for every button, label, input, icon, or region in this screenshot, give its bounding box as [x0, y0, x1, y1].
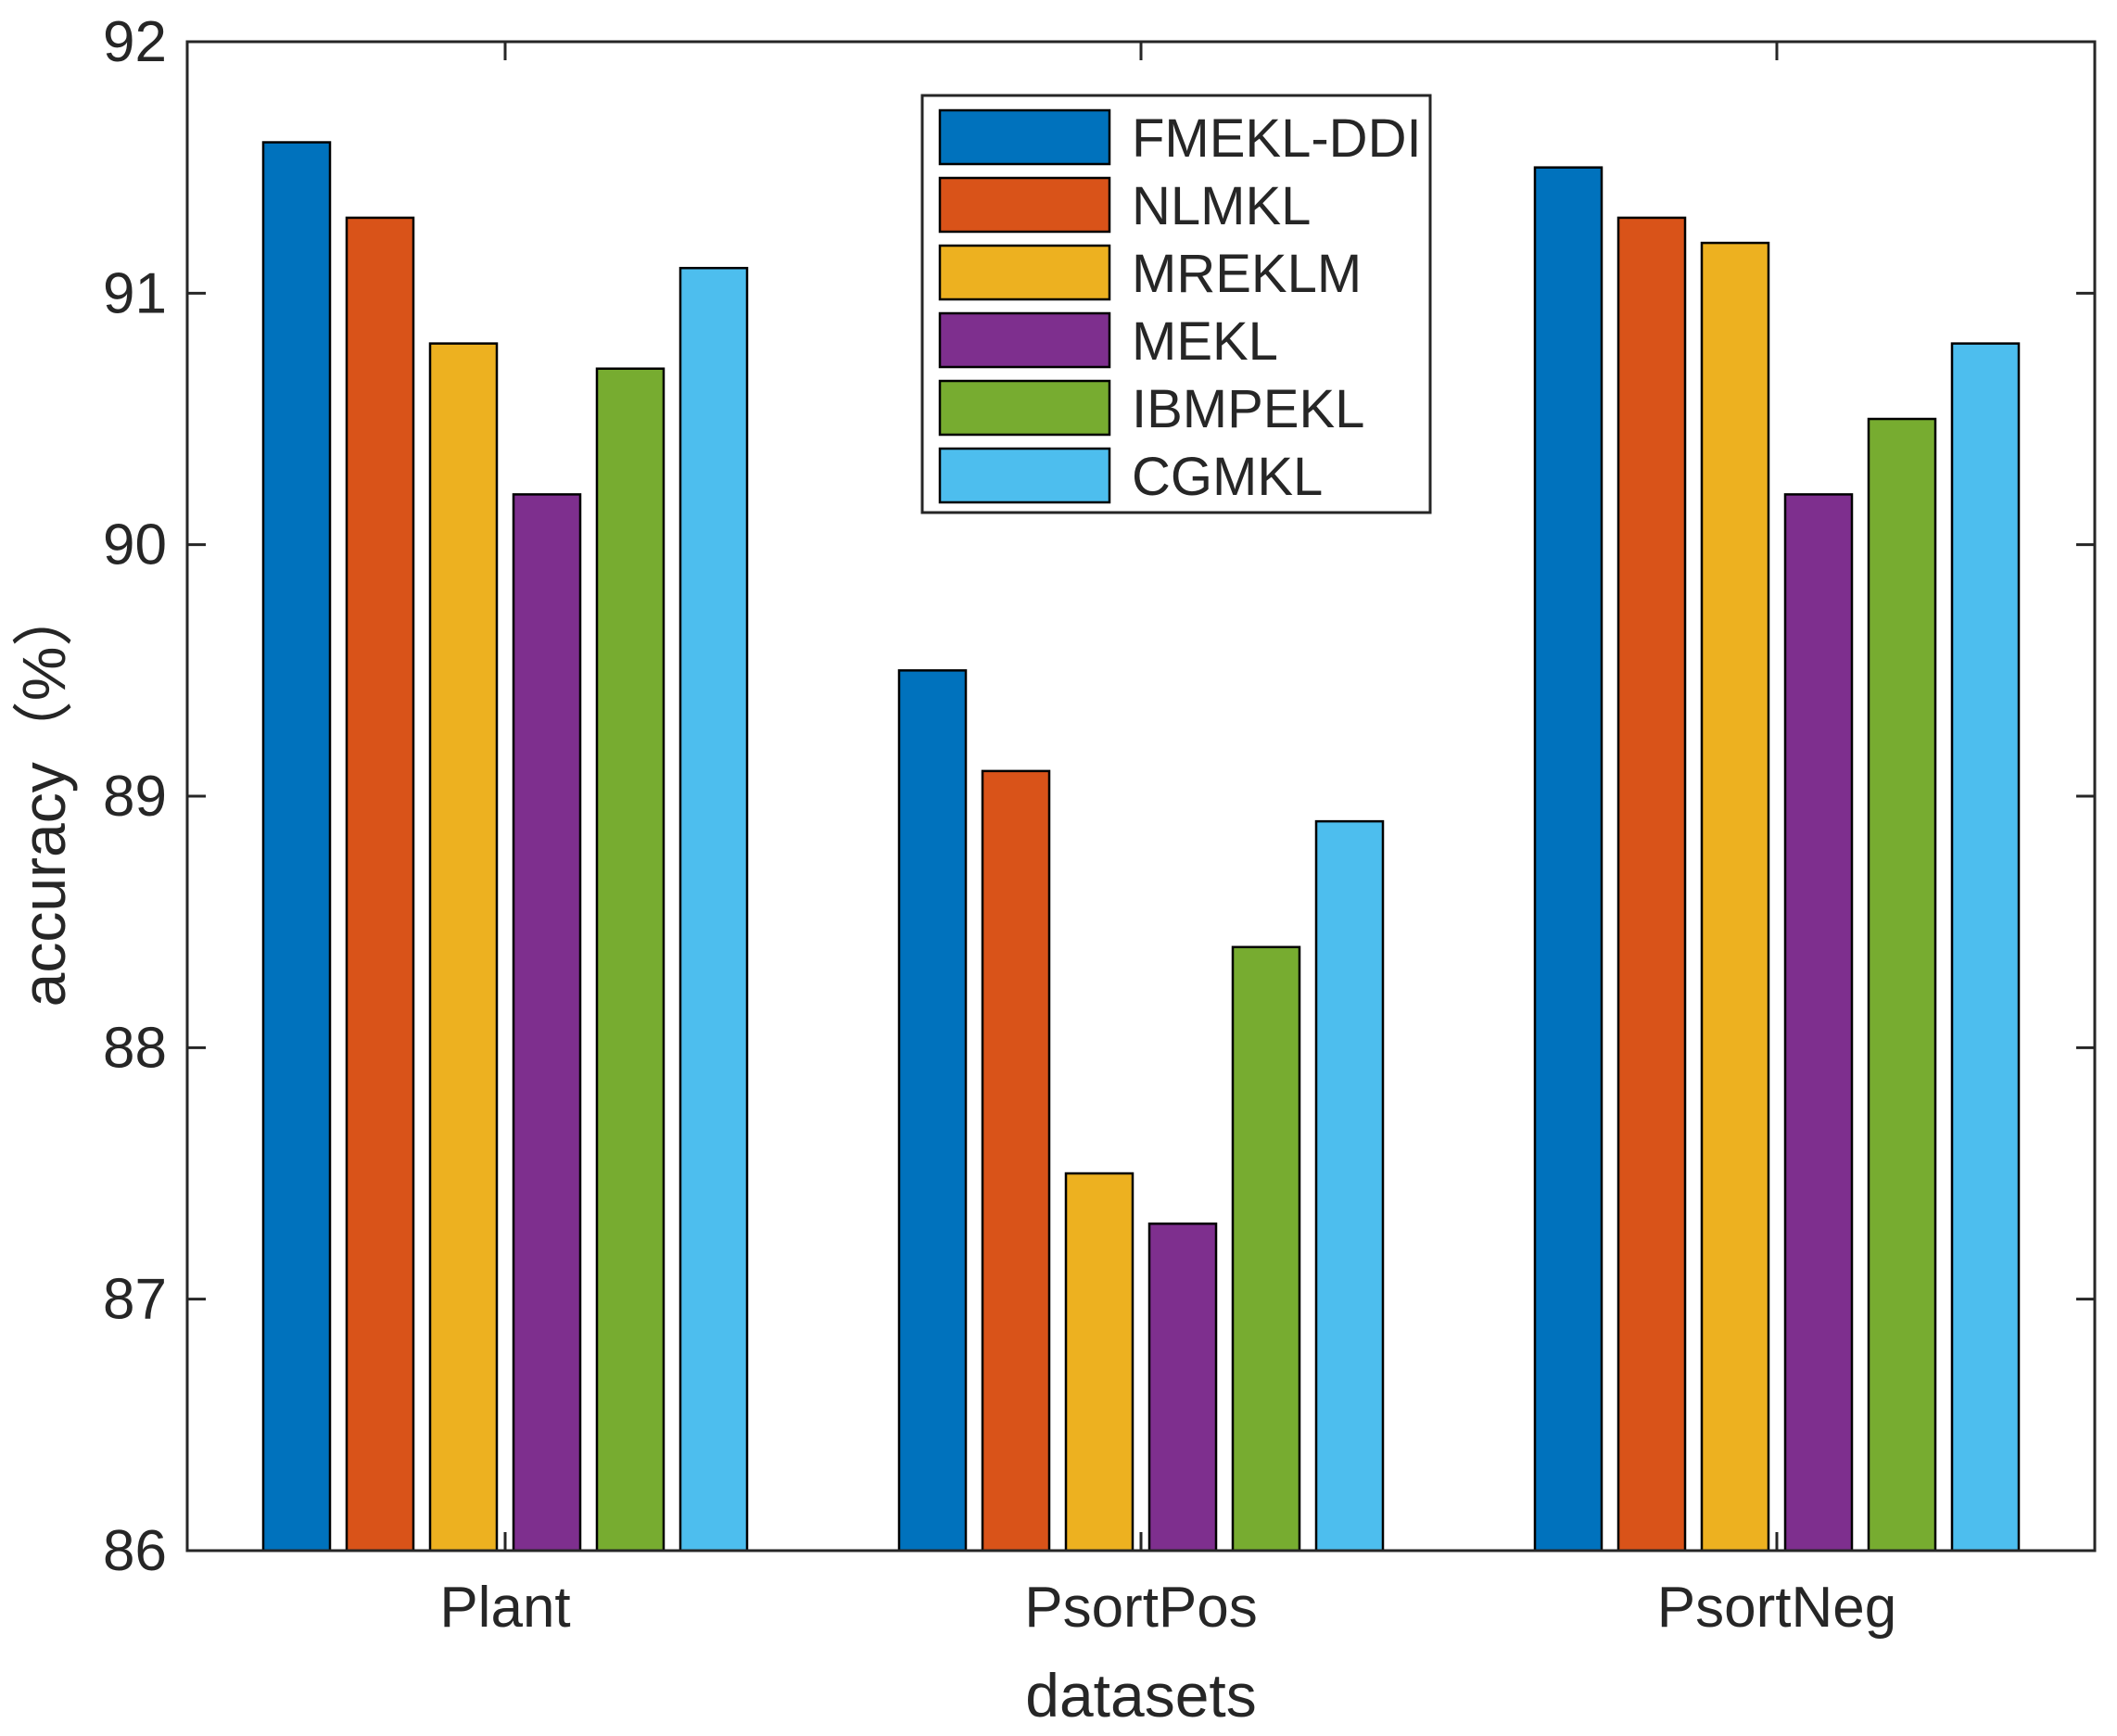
- bar-cgmkl-psortpos: [1314, 819, 1385, 1552]
- bar-ibmpekl-plant: [595, 367, 666, 1552]
- bar-fmekl-ddi-psortneg: [1533, 166, 1604, 1552]
- bar-ibmpekl-psortneg: [1867, 417, 1937, 1552]
- legend-label-ibmpekl: IBMPEKL: [1132, 379, 1364, 439]
- legend-label-cgmkl: CGMKL: [1132, 447, 1323, 507]
- y-tick-label: 90: [103, 513, 167, 577]
- bar-cgmkl-plant: [678, 266, 749, 1552]
- y-tick-label: 86: [103, 1519, 167, 1583]
- bar-ibmpekl-psortpos: [1231, 945, 1301, 1552]
- x-tick-label: PsortNeg: [1657, 1576, 1896, 1640]
- legend-swatch-mekl: [938, 311, 1111, 369]
- y-axis-title: accuracy（%）: [9, 586, 78, 1007]
- y-tick-label: 89: [103, 765, 167, 829]
- legend-label-mekl: MEKL: [1132, 311, 1278, 372]
- y-tick-label: 92: [103, 10, 167, 74]
- legend-label-fmekl-ddi: FMEKL-DDI: [1132, 108, 1422, 169]
- legend-swatch-fmekl-ddi: [938, 108, 1111, 166]
- bar-cgmkl-psortneg: [1950, 342, 2021, 1552]
- bars-group: [261, 141, 2021, 1552]
- bar-fmekl-ddi-psortpos: [897, 669, 968, 1552]
- y-tick-label: 87: [103, 1268, 167, 1332]
- bar-mekl-plant: [512, 493, 582, 1552]
- bar-mekl-psortneg: [1783, 493, 1854, 1552]
- x-tick-labels: Plant PsortPos PsortNeg: [439, 1576, 1896, 1640]
- legend-swatch-ibmpekl: [938, 379, 1111, 437]
- x-axis-title: datasets: [1025, 1661, 1257, 1730]
- bar-mreklm-psortneg: [1700, 241, 1770, 1552]
- y-tick-label: 91: [103, 261, 167, 325]
- x-tick-label: PsortPos: [1024, 1576, 1258, 1640]
- legend: FMEKL-DDI NLMKL MREKLM MEKL IBMPEKL CGMKL: [920, 94, 1432, 514]
- legend-label-mreklm: MREKLM: [1132, 244, 1362, 304]
- bar-nlmkl-plant: [345, 216, 415, 1552]
- legend-swatch-cgmkl: [938, 447, 1111, 504]
- bar-mreklm-plant: [428, 342, 499, 1552]
- legend-label-nlmkl: NLMKL: [1132, 176, 1311, 236]
- bar-fmekl-ddi-plant: [261, 141, 332, 1552]
- y-tick-label: 88: [103, 1016, 167, 1080]
- ticks-group: [187, 40, 2095, 1552]
- bar-nlmkl-psortpos: [981, 769, 1051, 1552]
- bar-nlmkl-psortneg: [1616, 216, 1687, 1552]
- legend-swatch-mreklm: [938, 244, 1111, 301]
- bar-mekl-psortpos: [1147, 1223, 1218, 1552]
- y-tick-labels: 86 87 88 89 90 91 92: [103, 10, 167, 1583]
- bar-mreklm-psortpos: [1064, 1172, 1135, 1552]
- legend-swatch-nlmkl: [938, 176, 1111, 234]
- x-tick-label: Plant: [439, 1576, 570, 1640]
